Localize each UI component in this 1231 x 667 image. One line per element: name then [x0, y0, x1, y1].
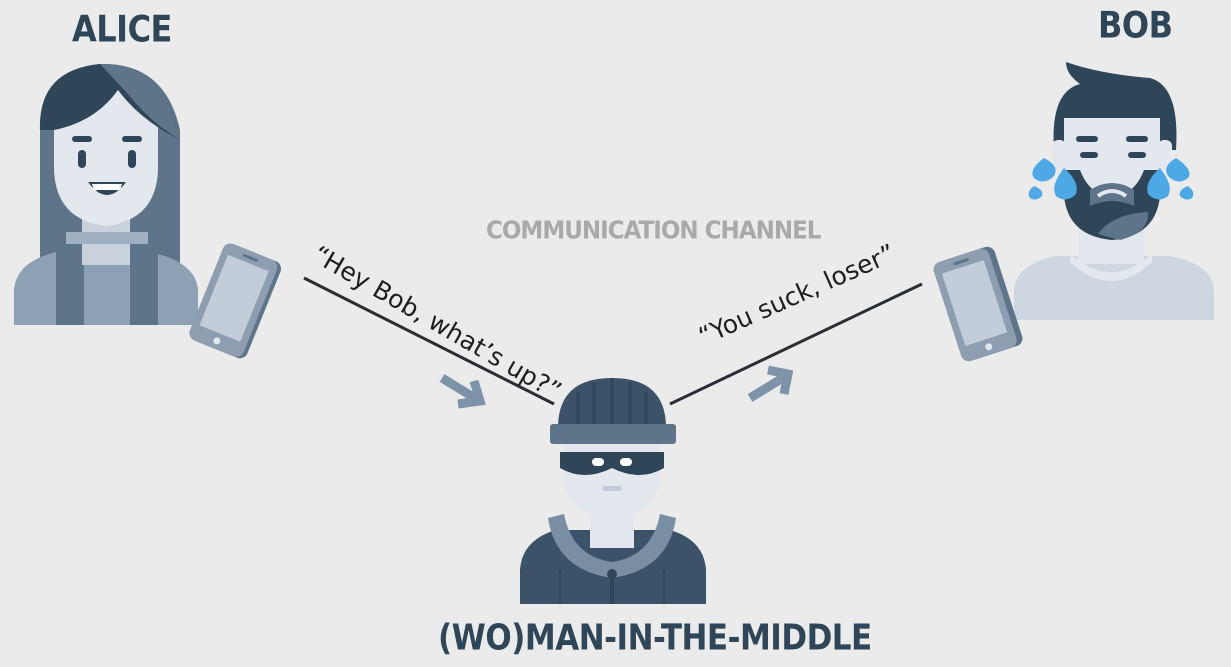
- phone-icon: [189, 243, 282, 359]
- bob-label: BOB: [1098, 3, 1173, 47]
- channel-label: COMMUNICATION CHANNEL: [486, 216, 821, 246]
- channel-line-bob: [669, 282, 923, 406]
- hacker-avatar: [520, 378, 706, 604]
- arrow-icon: [747, 365, 794, 402]
- bob-crying-avatar: [1014, 62, 1214, 320]
- channel-line-alice: [303, 276, 555, 406]
- alice-avatar: [14, 63, 198, 325]
- tear-icon: [1028, 158, 1194, 200]
- arrow-icon: [439, 374, 486, 409]
- attacker-label: (WO)MAN-IN-THE-MIDDLE: [438, 617, 872, 659]
- phone-icon: [933, 246, 1023, 362]
- alice-label: ALICE: [72, 7, 172, 51]
